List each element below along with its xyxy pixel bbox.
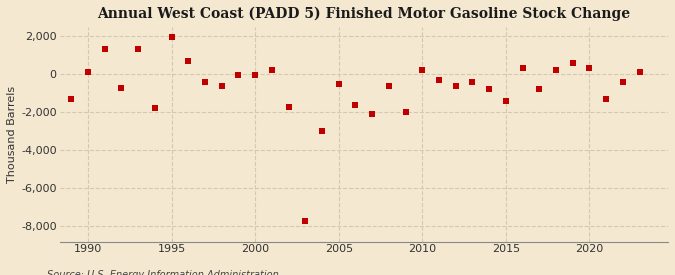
Point <box>467 79 478 84</box>
Point <box>200 79 211 84</box>
Point <box>500 99 511 103</box>
Point <box>367 112 377 116</box>
Point <box>484 87 495 92</box>
Point <box>166 35 177 39</box>
Point <box>267 68 277 73</box>
Point <box>283 105 294 110</box>
Point <box>216 83 227 88</box>
Text: Source: U.S. Energy Information Administration: Source: U.S. Energy Information Administ… <box>47 271 279 275</box>
Point <box>383 83 394 88</box>
Point <box>149 106 160 111</box>
Point <box>584 66 595 71</box>
Point <box>433 78 444 82</box>
Point <box>333 81 344 86</box>
Point <box>82 70 93 75</box>
Point <box>517 66 528 71</box>
Point <box>233 73 244 77</box>
Point <box>450 83 461 88</box>
Y-axis label: Thousand Barrels: Thousand Barrels <box>7 86 17 183</box>
Point <box>634 70 645 75</box>
Point <box>551 68 562 73</box>
Point <box>350 102 361 107</box>
Title: Annual West Coast (PADD 5) Finished Motor Gasoline Stock Change: Annual West Coast (PADD 5) Finished Moto… <box>97 7 630 21</box>
Point <box>317 129 327 133</box>
Point <box>66 97 77 101</box>
Point <box>183 59 194 63</box>
Point <box>116 85 127 90</box>
Point <box>534 87 545 92</box>
Point <box>400 110 411 114</box>
Point <box>250 73 261 77</box>
Point <box>417 68 428 73</box>
Point <box>568 60 578 65</box>
Point <box>300 218 310 223</box>
Point <box>99 47 110 52</box>
Point <box>601 97 612 101</box>
Point <box>618 79 628 84</box>
Point <box>133 47 144 52</box>
